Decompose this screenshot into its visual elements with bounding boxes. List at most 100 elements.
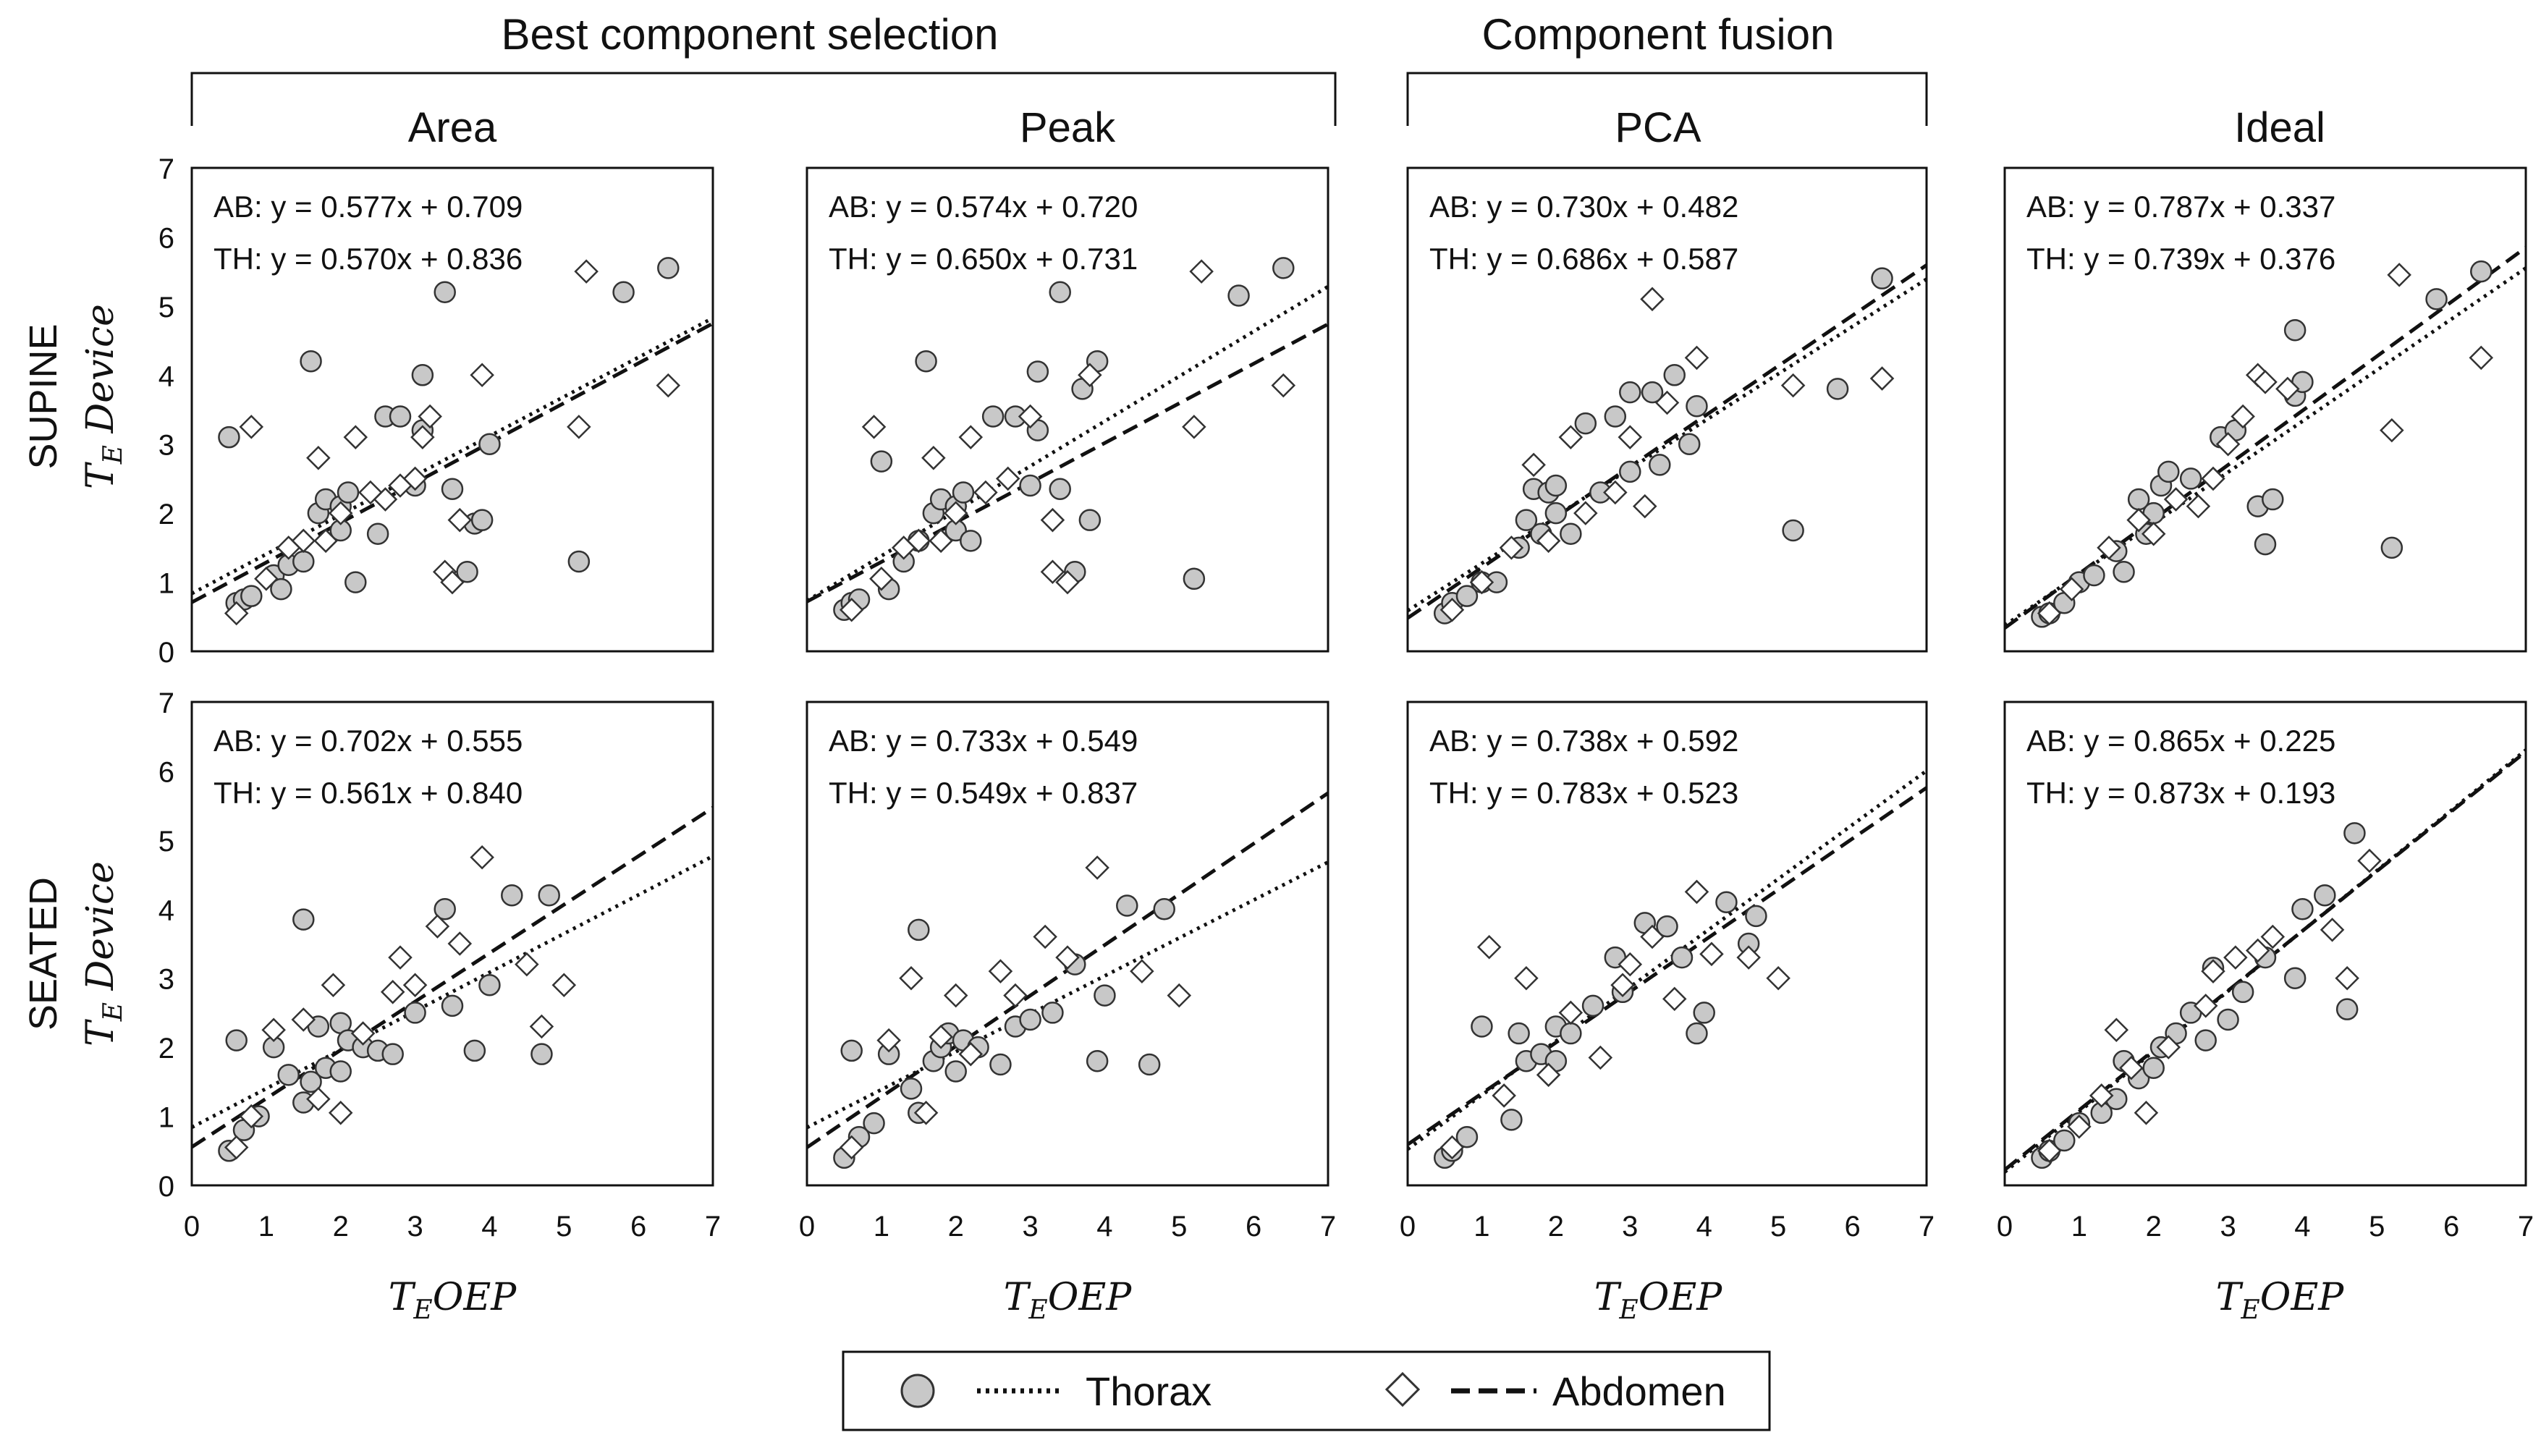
point-thorax-supine-ideal-12 bbox=[2179, 467, 2202, 490]
plot-area-supine-area bbox=[192, 257, 713, 626]
y-tick-label-supine-area-3: 3 bbox=[158, 430, 174, 462]
point-abdomen-seated-pca-12 bbox=[1699, 941, 1724, 967]
point-thorax-seated-ideal-8 bbox=[2142, 1057, 2165, 1080]
point-abdomen-supine-peak-1 bbox=[861, 415, 887, 439]
fit-line-abdomen-supine-peak bbox=[807, 322, 1328, 604]
point-abdomen-supine-area-10 bbox=[373, 487, 398, 512]
point-abdomen-seated-ideal-6 bbox=[2156, 1035, 2181, 1059]
x-tick-label-seated-ideal-0: 0 bbox=[1997, 1211, 2013, 1243]
point-thorax-seated-pca-3 bbox=[1471, 1015, 1493, 1038]
point-abdomen-supine-pca-11 bbox=[1654, 390, 1680, 415]
point-abdomen-supine-peak-17 bbox=[1189, 259, 1214, 284]
row-ylabel-seated-main: T bbox=[79, 1019, 122, 1046]
xlabel-ideal: TEOEP bbox=[2216, 1276, 2345, 1325]
point-thorax-seated-peak-19 bbox=[1086, 1049, 1109, 1072]
x-tick-label-seated-peak-7: 7 bbox=[1320, 1211, 1336, 1243]
point-thorax-supine-pca-18 bbox=[1641, 381, 1664, 404]
row-label-seated: SEATED TE Device bbox=[22, 861, 128, 1046]
point-thorax-seated-pca-4 bbox=[1500, 1109, 1523, 1131]
x-tick-label-seated-peak-3: 3 bbox=[1022, 1211, 1038, 1243]
point-thorax-supine-pca-6 bbox=[1515, 509, 1538, 531]
point-abdomen-supine-pca-9 bbox=[1633, 494, 1657, 519]
column-title-ideal: Ideal bbox=[2234, 104, 2325, 151]
point-abdomen-supine-ideal-13 bbox=[2380, 418, 2404, 443]
point-thorax-seated-peak-23 bbox=[1153, 898, 1175, 920]
fit-line-thorax-seated-area bbox=[192, 854, 713, 1130]
point-thorax-supine-ideal-21 bbox=[2380, 536, 2403, 559]
plot-area-supine-pca bbox=[1408, 263, 1927, 625]
point-thorax-seated-peak-11 bbox=[944, 1060, 967, 1083]
point-thorax-supine-peak-14 bbox=[981, 405, 1005, 428]
fit-line-abdomen-supine-area bbox=[192, 321, 713, 604]
column-title-area: Area bbox=[408, 104, 497, 151]
point-abdomen-supine-area-21 bbox=[656, 373, 681, 398]
point-abdomen-supine-peak-9 bbox=[973, 480, 998, 505]
x-tick-label-seated-ideal-6: 6 bbox=[2443, 1211, 2459, 1243]
point-thorax-supine-area-21 bbox=[434, 281, 456, 304]
x-tick-label-seated-ideal-3: 3 bbox=[2220, 1211, 2236, 1243]
point-thorax-seated-pca-10 bbox=[1560, 1022, 1582, 1045]
point-thorax-supine-area-7 bbox=[292, 550, 315, 573]
row-ylabel-seated-sub: E bbox=[98, 1002, 128, 1022]
point-abdomen-seated-area-5 bbox=[321, 973, 346, 998]
point-thorax-supine-pca-11 bbox=[1544, 474, 1568, 497]
point-thorax-seated-area-1 bbox=[225, 1029, 248, 1051]
y-tick-label-seated-area-3: 3 bbox=[158, 964, 174, 996]
point-abdomen-seated-ideal-13 bbox=[2335, 965, 2359, 991]
row-ylabel-supine-rest: Device bbox=[79, 304, 122, 445]
point-thorax-supine-area-25 bbox=[470, 509, 494, 531]
xlabel-area: TEOEP bbox=[389, 1276, 517, 1325]
point-thorax-supine-pca-24 bbox=[1826, 378, 1849, 400]
point-thorax-supine-pca-20 bbox=[1663, 364, 1686, 386]
point-thorax-supine-peak-25 bbox=[1183, 567, 1206, 591]
point-thorax-supine-pca-21 bbox=[1678, 433, 1701, 455]
y-tick-label-supine-area-4: 4 bbox=[158, 360, 174, 392]
point-abdomen-supine-area-7 bbox=[328, 501, 353, 525]
point-abdomen-supine-ideal-15 bbox=[2469, 345, 2494, 371]
point-abdomen-seated-area-4 bbox=[306, 1086, 331, 1112]
point-abdomen-seated-pca-8 bbox=[1618, 952, 1643, 977]
point-abdomen-seated-ideal-5 bbox=[2134, 1101, 2159, 1125]
xlabel-area-rest: OEP bbox=[433, 1276, 517, 1319]
point-thorax-supine-ideal-17 bbox=[2262, 488, 2284, 511]
point-thorax-supine-peak-23 bbox=[1078, 509, 1102, 531]
point-abdomen-seated-peak-4 bbox=[929, 1025, 953, 1049]
point-abdomen-seated-ideal-2 bbox=[2089, 1083, 2114, 1108]
point-thorax-seated-area-5 bbox=[277, 1064, 300, 1086]
point-abdomen-seated-ideal-12 bbox=[2320, 918, 2345, 942]
point-abdomen-seated-peak-6 bbox=[958, 1041, 984, 1067]
point-abdomen-supine-area-19 bbox=[567, 415, 591, 439]
point-thorax-seated-peak-17 bbox=[1041, 1002, 1064, 1024]
point-abdomen-supine-area-4 bbox=[291, 528, 316, 554]
xlabel-pca-rest: OEP bbox=[1639, 1276, 1723, 1319]
point-abdomen-supine-pca-6 bbox=[1573, 501, 1598, 525]
plot-frame-seated-ideal bbox=[2003, 701, 2527, 1187]
equation-ab-seated-peak: AB: y = 0.733x + 0.549 bbox=[829, 724, 1138, 758]
y-tick-label-seated-area-4: 4 bbox=[158, 894, 174, 926]
row-ylabel-seated: TE Device bbox=[79, 861, 128, 1046]
point-abdomen-seated-peak-1 bbox=[876, 1028, 901, 1053]
equation-th-seated-area: TH: y = 0.561x + 0.840 bbox=[213, 776, 523, 810]
point-thorax-seated-ideal-19 bbox=[2314, 884, 2336, 907]
point-abdomen-seated-peak-13 bbox=[1167, 983, 1192, 1008]
point-abdomen-supine-area-8 bbox=[343, 425, 368, 449]
point-abdomen-supine-peak-8 bbox=[958, 425, 984, 449]
point-thorax-supine-pca-23 bbox=[1782, 519, 1804, 542]
plot-frame-seated-peak bbox=[806, 701, 1329, 1187]
point-abdomen-seated-peak-10 bbox=[1055, 945, 1080, 970]
plot-area-supine-ideal bbox=[2005, 246, 2526, 630]
x-tick-label-seated-area-7: 7 bbox=[705, 1211, 721, 1243]
point-abdomen-supine-ideal-12 bbox=[2275, 376, 2300, 402]
plot-area-supine-peak bbox=[807, 257, 1328, 622]
point-thorax-seated-ideal-20 bbox=[2335, 998, 2359, 1020]
panel-seated-peak: 0 1 2 3 4 5 6 7 AB: y = 0.733x + 0.549 TH: y = 0.… bbox=[799, 701, 1336, 1243]
point-abdomen-supine-pca-7 bbox=[1603, 480, 1628, 505]
point-abdomen-seated-peak-11 bbox=[1085, 855, 1109, 880]
point-abdomen-seated-pca-0 bbox=[1439, 1135, 1465, 1160]
point-thorax-seated-peak-20 bbox=[1094, 984, 1116, 1007]
point-abdomen-supine-peak-10 bbox=[995, 466, 1020, 491]
point-abdomen-supine-pca-10 bbox=[1640, 287, 1665, 312]
point-thorax-supine-area-5 bbox=[270, 577, 292, 601]
point-abdomen-supine-ideal-0 bbox=[2037, 601, 2062, 626]
point-thorax-supine-area-17 bbox=[389, 405, 412, 428]
